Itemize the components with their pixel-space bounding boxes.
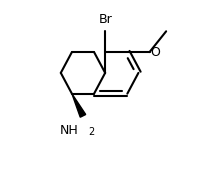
Text: NH: NH — [59, 124, 78, 137]
Text: Br: Br — [98, 13, 112, 26]
Text: O: O — [150, 46, 160, 59]
Text: 2: 2 — [88, 127, 94, 137]
Polygon shape — [72, 94, 86, 117]
